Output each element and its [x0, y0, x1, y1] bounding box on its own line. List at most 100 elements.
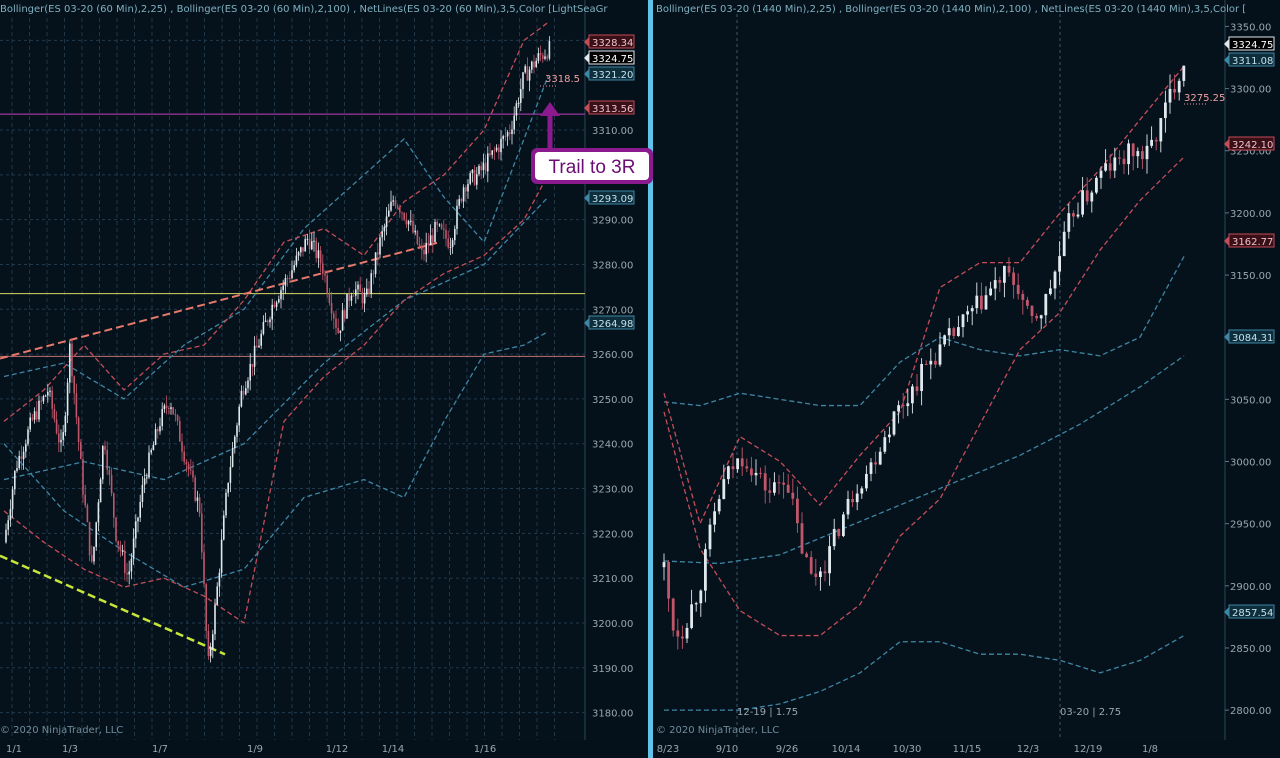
- candle-body: [865, 473, 868, 489]
- candle-body: [38, 400, 40, 420]
- candle-body: [392, 200, 394, 202]
- candle-body: [860, 488, 864, 494]
- candle-body: [438, 224, 441, 226]
- candle-body: [130, 558, 133, 572]
- candle-body: [1145, 145, 1149, 160]
- candle-body: [405, 219, 408, 225]
- callout-box: [535, 152, 649, 180]
- candle-body: [165, 405, 168, 409]
- y-tick-label: 3240.00: [592, 440, 633, 451]
- candle-body: [1168, 88, 1172, 103]
- candle-body: [119, 545, 122, 551]
- candle-body: [906, 403, 910, 407]
- candle-body: [535, 60, 537, 68]
- candle-body: [920, 363, 923, 392]
- candle-body: [800, 523, 804, 554]
- candle-body: [128, 571, 130, 575]
- candle-body: [214, 604, 216, 635]
- candle-body: [429, 235, 432, 246]
- candle-body: [234, 436, 236, 449]
- candle-body: [915, 386, 919, 392]
- candle-body: [238, 406, 240, 426]
- candle-body: [418, 244, 421, 247]
- candle-body: [121, 550, 124, 552]
- candle-body: [763, 473, 767, 491]
- candle-body: [330, 302, 333, 314]
- candle-body: [341, 310, 344, 331]
- y-tick-label: 3270.00: [592, 305, 633, 316]
- candle-body: [727, 466, 730, 480]
- candle-body: [1072, 213, 1075, 217]
- candle-body: [528, 69, 531, 81]
- candle-body: [86, 505, 89, 523]
- x-tick-label: 10/30: [893, 744, 922, 755]
- price-tag-label: 3324.75: [1232, 40, 1273, 51]
- candle-body: [337, 327, 339, 333]
- candle-body: [1049, 288, 1052, 295]
- pane-separator[interactable]: [648, 0, 653, 758]
- candle-body: [66, 382, 69, 416]
- candle-body: [1164, 102, 1167, 119]
- candle-body: [108, 469, 111, 475]
- callout-arrow-head: [540, 102, 560, 116]
- price-tag-pointer: [1224, 236, 1229, 246]
- right-price-axis[interactable]: [1225, 0, 1280, 758]
- candle-body: [110, 474, 113, 494]
- callout-annotation[interactable]: Trail to 3R: [531, 102, 653, 184]
- candle-body: [542, 55, 544, 59]
- right-date-axis[interactable]: [653, 740, 1225, 758]
- left-date-axis[interactable]: [0, 740, 585, 758]
- candle-body: [317, 250, 320, 259]
- bb-slow-lower-band: [664, 634, 1185, 711]
- candle-body: [36, 411, 38, 420]
- candle-body: [181, 441, 183, 452]
- right-level-label: 3275.25: [1184, 93, 1225, 104]
- right-chart-layer: 3350.003300.003250.003200.003150.003100.…: [657, 14, 1275, 755]
- candle-body: [295, 255, 298, 266]
- candle-body: [324, 273, 326, 276]
- upper-trendline: [0, 241, 441, 360]
- right-header: Bollinger(ES 03-20 (1440 Min),2,25) , Bo…: [656, 4, 1246, 15]
- x-tick-label: 1/9: [247, 744, 263, 755]
- candle-body: [436, 221, 438, 225]
- candle-body: [410, 220, 412, 222]
- candle-body: [194, 477, 196, 501]
- candle-body: [777, 482, 781, 484]
- candle-body: [247, 380, 249, 389]
- x-tick-label: 1/16: [474, 744, 496, 755]
- candle-body: [256, 345, 258, 348]
- left-price-axis[interactable]: [585, 0, 648, 758]
- candle-body: [773, 482, 776, 493]
- candle-body: [502, 136, 504, 139]
- candle-body: [759, 472, 762, 474]
- candle-body: [846, 498, 850, 515]
- candle-body: [97, 502, 100, 523]
- candle-body: [280, 290, 282, 300]
- candle-body: [5, 529, 7, 543]
- candle-body: [49, 390, 51, 392]
- candle-body: [544, 56, 546, 59]
- candle-body: [662, 562, 666, 568]
- candle-body: [694, 603, 698, 605]
- candle-body: [390, 201, 392, 211]
- bb-slow-upper-band: [3, 76, 549, 400]
- price-tag-pointer: [1224, 332, 1229, 342]
- candle-body: [531, 61, 533, 70]
- candle-body: [713, 511, 716, 525]
- candle-body: [401, 212, 403, 214]
- candle-body: [993, 280, 997, 289]
- candle-body: [333, 313, 335, 319]
- candle-body: [782, 482, 785, 485]
- candle-body: [487, 153, 489, 172]
- candle-body: [80, 442, 82, 460]
- candle-body: [434, 221, 436, 243]
- candle-body: [736, 458, 739, 470]
- candle-body: [1141, 151, 1144, 160]
- candle-body: [407, 221, 410, 225]
- candle-body: [1003, 265, 1006, 283]
- candle-body: [458, 199, 460, 206]
- candle-body: [42, 396, 45, 402]
- candle-body: [363, 294, 366, 304]
- candle-body: [1182, 65, 1186, 81]
- candle-body: [1122, 158, 1126, 165]
